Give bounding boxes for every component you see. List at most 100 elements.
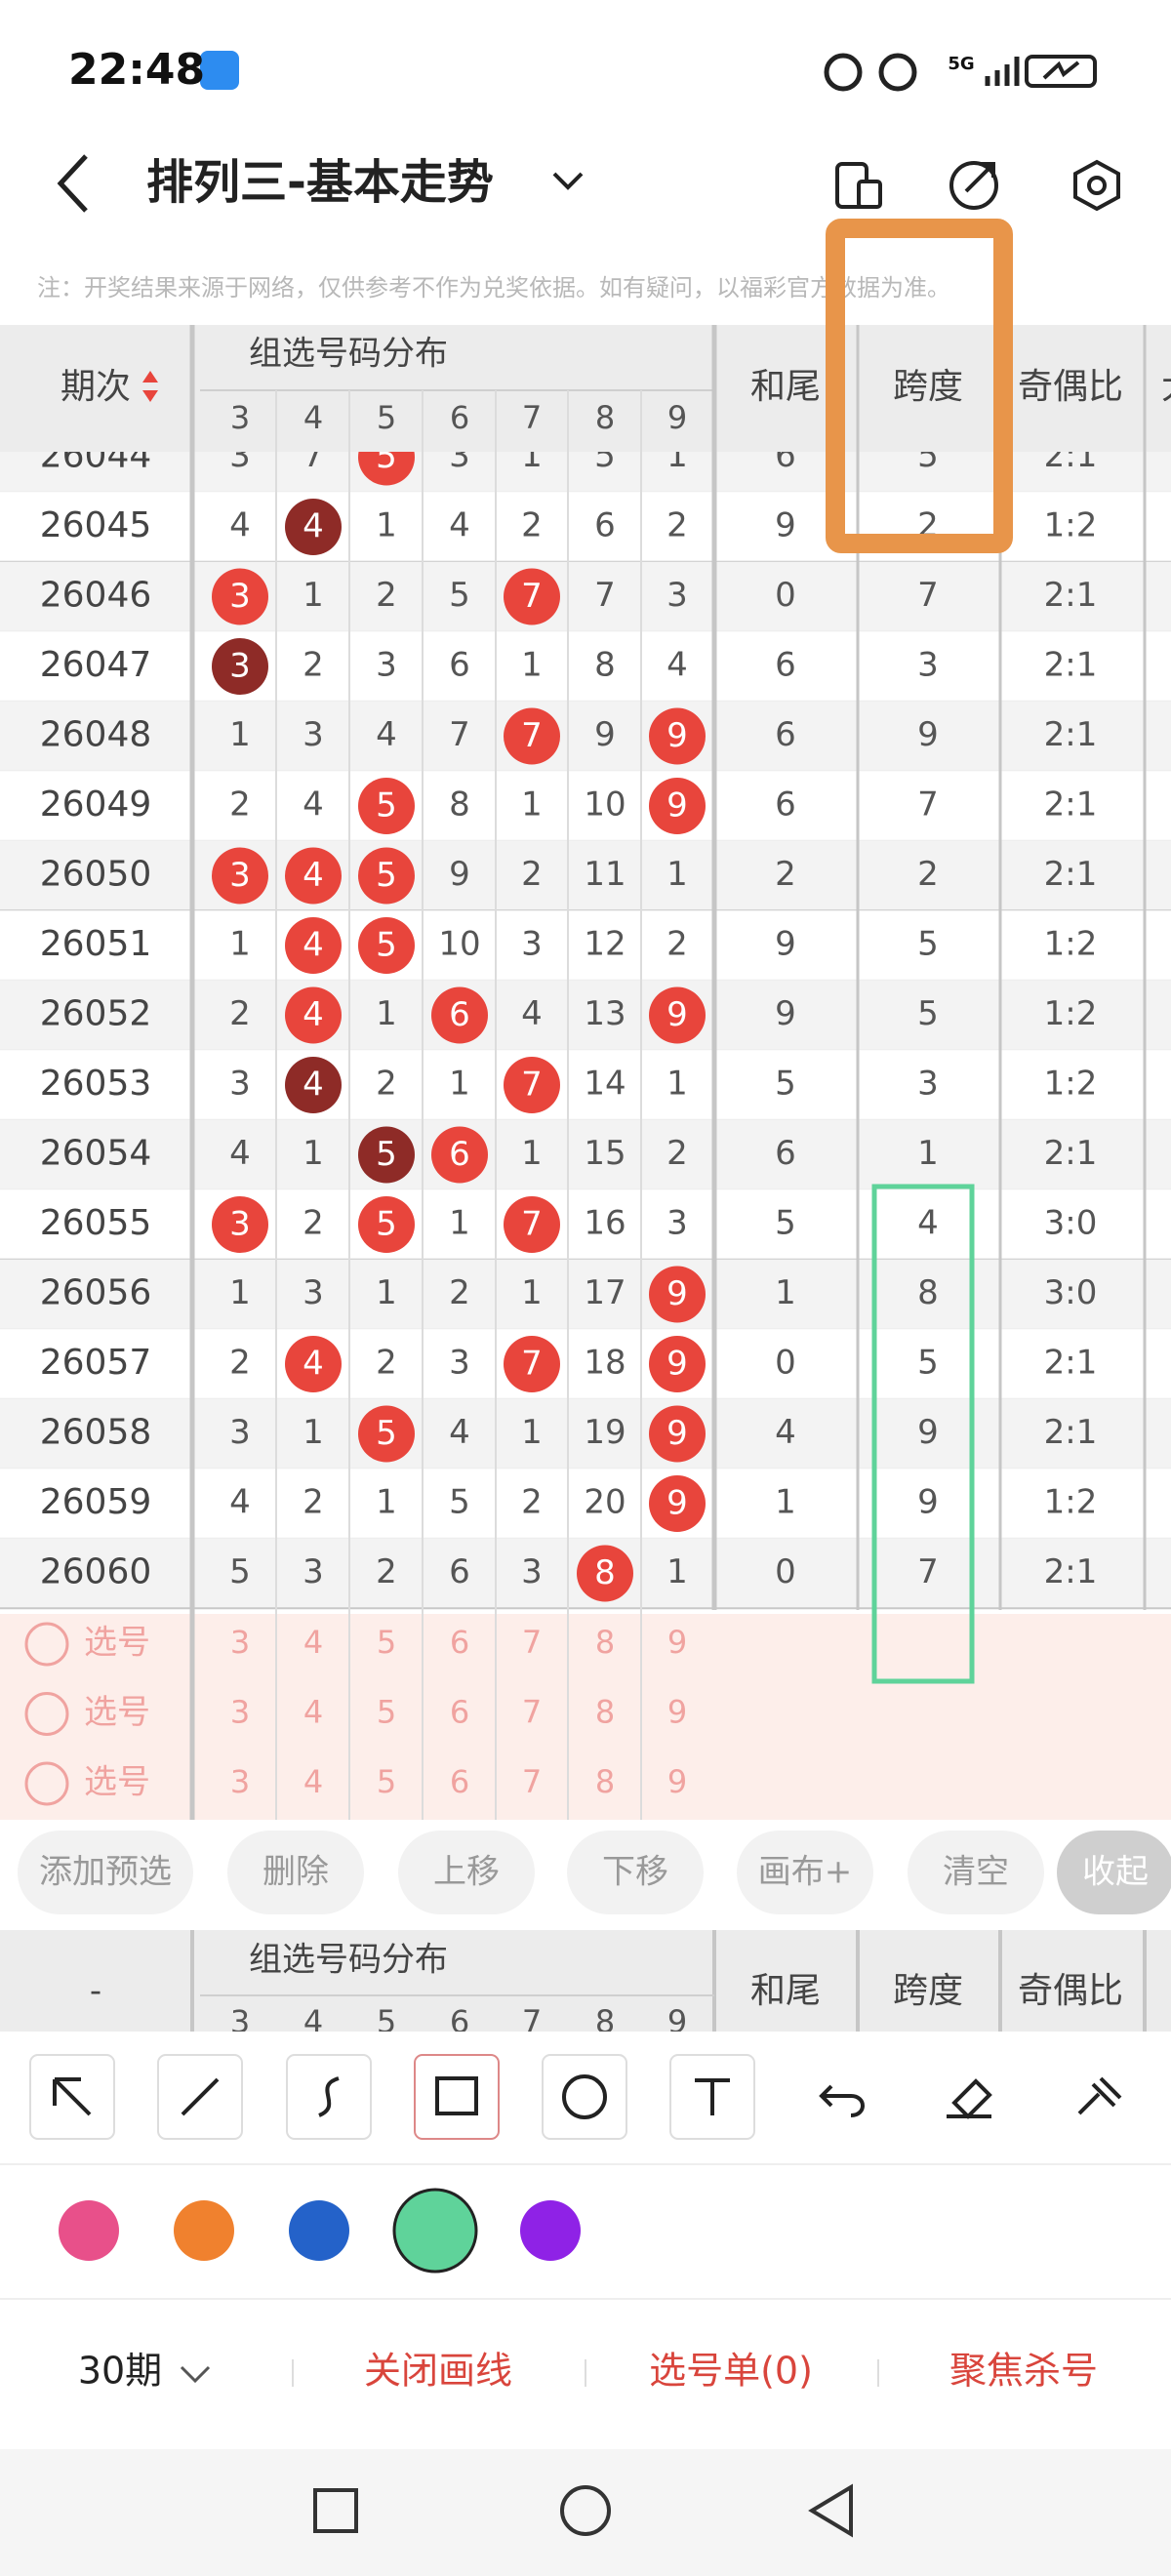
ball	[212, 1196, 268, 1253]
nav-bar	[0, 2449, 1171, 2576]
nav-home[interactable]	[560, 2485, 611, 2536]
cell-value: 4	[449, 1413, 470, 1452]
ball	[358, 1405, 415, 1463]
dropdown-arrow[interactable]	[552, 172, 584, 190]
period: 26057	[40, 1343, 152, 1383]
tool-button[interactable]	[414, 2054, 500, 2140]
cell-value: 6	[449, 1552, 470, 1591]
ball	[649, 986, 706, 1044]
select-digit[interactable]: 3	[230, 1763, 250, 1800]
focus-kill[interactable]: 聚焦杀号	[949, 2350, 1098, 2393]
cell-value: 1	[376, 1273, 397, 1312]
tool-icon[interactable]	[947, 2078, 992, 2119]
sum-tail: 2	[775, 855, 796, 894]
cell-value: 2	[376, 1065, 397, 1104]
cell-value: 1	[449, 1065, 470, 1104]
ball-digit: 9	[666, 1414, 688, 1453]
selection-list[interactable]: 选号单(0)	[649, 2350, 813, 2393]
ball	[504, 568, 560, 625]
cell-value: 1	[521, 1134, 543, 1173]
span: 9	[917, 1413, 939, 1452]
settings-button[interactable]	[1073, 159, 1120, 212]
button[interactable]	[398, 1831, 535, 1914]
tool-icon[interactable]	[819, 2084, 865, 2117]
select-digit[interactable]: 4	[303, 1763, 323, 1800]
select-label: 选号	[84, 1624, 150, 1663]
cell-value: 5	[229, 1552, 251, 1591]
select-digit[interactable]: 8	[595, 1763, 615, 1800]
ball-digit: 6	[449, 995, 470, 1034]
tool-icon[interactable]	[695, 2078, 730, 2115]
select-digit[interactable]: 3	[230, 1694, 250, 1731]
button[interactable]	[908, 1831, 1044, 1914]
select-digit[interactable]: 7	[522, 1694, 542, 1731]
cell-value: 1	[229, 1273, 251, 1312]
cell-value: 2	[376, 576, 397, 615]
select-digit[interactable]: 5	[377, 1694, 396, 1731]
cell-value: 2	[229, 994, 251, 1033]
periods-select[interactable]: 30期	[78, 2350, 162, 2393]
cell-value: 2	[521, 506, 543, 545]
second-digit: 9	[667, 2003, 687, 2040]
header-sum-tail: 和尾	[750, 367, 821, 407]
select-digit[interactable]: 8	[595, 1694, 615, 1731]
back-button[interactable]	[57, 154, 88, 213]
select-digit[interactable]: 7	[522, 1624, 542, 1661]
tool-icon[interactable]	[53, 2077, 92, 2116]
color-swatch[interactable]	[289, 2200, 349, 2261]
second-group: 组选号码分布	[249, 1941, 448, 1980]
color-swatch[interactable]	[392, 2188, 478, 2274]
cell-value: 3	[449, 1344, 470, 1383]
ball	[431, 1126, 488, 1184]
select-digit[interactable]: 5	[377, 1763, 396, 1800]
select-digit[interactable]: 6	[450, 1694, 469, 1731]
color-swatch[interactable]	[59, 2200, 119, 2261]
nav-back[interactable]	[808, 2483, 853, 2538]
nav-recent[interactable]	[313, 2488, 358, 2533]
select-digit[interactable]: 6	[450, 1624, 469, 1661]
cell-value: 1	[376, 506, 397, 545]
select-digit[interactable]: 4	[303, 1624, 323, 1661]
cell-value: 2	[666, 925, 688, 964]
cell-value: 13	[584, 994, 626, 1033]
ball-digit: 3	[229, 856, 251, 895]
button-label: 上移	[433, 1853, 500, 1892]
select-digit[interactable]: 3	[230, 1624, 250, 1661]
ball-digit: 4	[303, 856, 324, 895]
color-swatch[interactable]	[520, 2200, 581, 2261]
notice: 注：开奖结果来源于网络，仅供参考不作为兑奖依据。如有疑问，以福彩官方数据为准。	[37, 274, 950, 302]
select-digit[interactable]: 8	[595, 1624, 615, 1661]
row-background	[0, 1329, 1171, 1399]
select-digit[interactable]: 7	[522, 1763, 542, 1800]
ball	[504, 1196, 560, 1253]
close-lines[interactable]: 关闭画线	[364, 2350, 512, 2393]
select-radio[interactable]	[24, 1692, 69, 1736]
select-digit[interactable]: 4	[303, 1694, 323, 1731]
cell-value: 1	[521, 1273, 543, 1312]
button[interactable]	[567, 1831, 704, 1914]
row-background	[0, 980, 1171, 1051]
sum-tail: 5	[775, 1065, 796, 1104]
odd-even: 1:2	[1044, 1483, 1098, 1522]
select-radio[interactable]	[24, 1622, 69, 1667]
select-digit[interactable]: 9	[667, 1694, 687, 1731]
button[interactable]	[737, 1831, 873, 1914]
button[interactable]	[227, 1831, 364, 1914]
select-radio[interactable]	[24, 1761, 69, 1806]
cell-value: 6	[449, 646, 470, 685]
odd-even: 2:1	[1044, 855, 1098, 894]
tool-icon[interactable]	[318, 2076, 340, 2117]
tool-icon[interactable]	[1077, 2076, 1122, 2115]
share-button[interactable]	[949, 161, 998, 210]
tool-icon[interactable]	[181, 2077, 220, 2116]
row-background	[0, 1469, 1171, 1539]
select-digit[interactable]: 6	[450, 1763, 469, 1800]
select-digit[interactable]: 9	[667, 1763, 687, 1800]
select-digit[interactable]: 9	[667, 1624, 687, 1661]
button[interactable]	[18, 1831, 193, 1914]
color-swatch[interactable]	[174, 2200, 234, 2261]
tool-button[interactable]	[542, 2054, 627, 2140]
select-digit[interactable]: 5	[377, 1624, 396, 1661]
select-label: 选号	[84, 1763, 150, 1802]
button[interactable]	[1057, 1831, 1171, 1914]
